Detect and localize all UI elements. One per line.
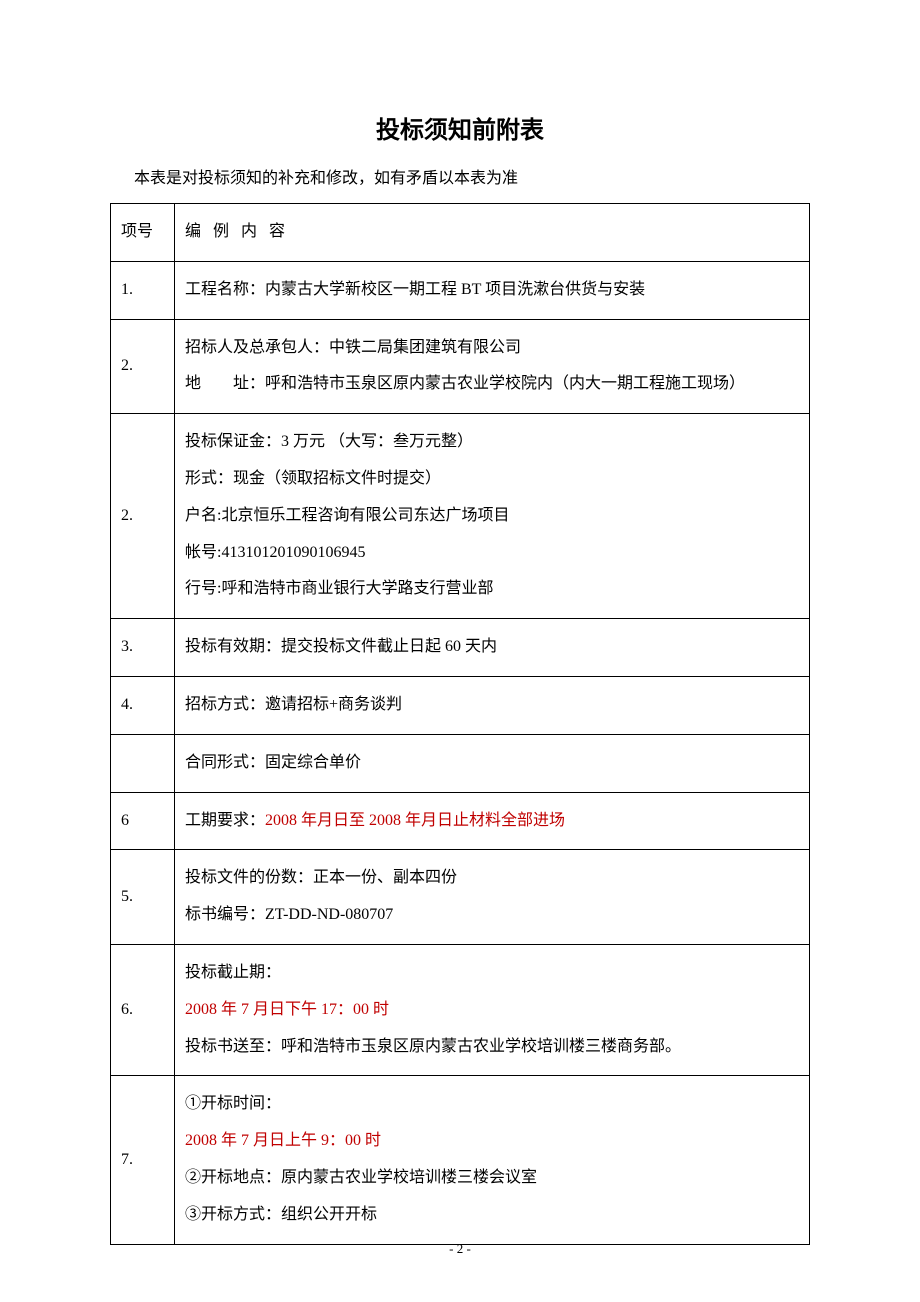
table-row: 2. 招标人及总承包人：中铁二局集团建筑有限公司 地 址：呼和浩特市玉泉区原内蒙… — [111, 319, 810, 414]
row-no: 6. — [111, 944, 175, 1075]
row-line: 户名:北京恒乐工程咨询有限公司东达广场项目 — [185, 498, 799, 535]
row-line: ①开标时间：2008 年 7 月日上午 9：00 时 — [185, 1086, 799, 1160]
row-line: 投标保证金：3 万元 （大写：叁万元整） — [185, 424, 799, 461]
intro-text: 本表是对投标须知的补充和修改，如有矛盾以本表为准 — [110, 163, 810, 195]
header-col-content-text: 编 例 内 容 — [185, 223, 289, 240]
row-content: 工期要求：2008 年月日至 2008 年月日止材料全部进场 — [175, 792, 810, 850]
row-content: 投标文件的份数：正本一份、副本四份 标书编号：ZT-DD-ND-080707 — [175, 850, 810, 945]
row-line: 地 址：呼和浩特市玉泉区原内蒙古农业学校院内（内大一期工程施工现场） — [185, 366, 799, 403]
table-header-row: 项号 编 例 内 容 — [111, 204, 810, 262]
row-line: 行号:呼和浩特市商业银行大学路支行营业部 — [185, 571, 799, 608]
row-line: 投标截止期：2008 年 7 月日下午 17：00 时 — [185, 955, 799, 1029]
table-row: 5. 投标文件的份数：正本一份、副本四份 标书编号：ZT-DD-ND-08070… — [111, 850, 810, 945]
page-number: - 2 - — [0, 1241, 920, 1257]
row-no: 2. — [111, 319, 175, 414]
table-row: 2. 投标保证金：3 万元 （大写：叁万元整） 形式：现金（领取招标文件时提交）… — [111, 414, 810, 619]
row-line: ③开标方式：组织公开开标 — [185, 1197, 799, 1234]
row-no: 5. — [111, 850, 175, 945]
row-line: 形式：现金（领取招标文件时提交） — [185, 461, 799, 498]
table-row: 6. 投标截止期：2008 年 7 月日下午 17：00 时 投标书送至：呼和浩… — [111, 944, 810, 1075]
row-content: 投标有效期：提交投标文件截止日起 60 天内 — [175, 619, 810, 677]
table-row: 6 工期要求：2008 年月日至 2008 年月日止材料全部进场 — [111, 792, 810, 850]
row-content: 工程名称：内蒙古大学新校区一期工程 BT 项目洗漱台供货与安装 — [175, 261, 810, 319]
row-prefix: 工期要求： — [185, 812, 265, 829]
header-col-no: 项号 — [111, 204, 175, 262]
row-red-text: 2008 年 7 月日上午 9：00 时 — [185, 1123, 799, 1160]
table-row: 7. ①开标时间：2008 年 7 月日上午 9：00 时 ②开标地点：原内蒙古… — [111, 1076, 810, 1244]
document-page: 投标须知前附表 本表是对投标须知的补充和修改，如有矛盾以本表为准 项号 编 例 … — [0, 0, 920, 1302]
row-content: ①开标时间：2008 年 7 月日上午 9：00 时 ②开标地点：原内蒙古农业学… — [175, 1076, 810, 1244]
row-no: 4. — [111, 676, 175, 734]
table-row: 4. 招标方式：邀请招标+商务谈判 — [111, 676, 810, 734]
table-row: 3. 投标有效期：提交投标文件截止日起 60 天内 — [111, 619, 810, 677]
row-no — [111, 734, 175, 792]
row-red-text: 2008 年月日至 2008 年月日止材料全部进场 — [265, 812, 565, 829]
table-row: 1. 工程名称：内蒙古大学新校区一期工程 BT 项目洗漱台供货与安装 — [111, 261, 810, 319]
page-title: 投标须知前附表 — [110, 110, 810, 145]
row-no: 6 — [111, 792, 175, 850]
bid-info-table: 项号 编 例 内 容 1. 工程名称：内蒙古大学新校区一期工程 BT 项目洗漱台… — [110, 203, 810, 1245]
row-line: 标书编号：ZT-DD-ND-080707 — [185, 897, 799, 934]
row-line: ②开标地点：原内蒙古农业学校培训楼三楼会议室 — [185, 1160, 799, 1197]
row-red-text: 2008 年 7 月日下午 17：00 时 — [185, 992, 799, 1029]
row-content: 招标方式：邀请招标+商务谈判 — [175, 676, 810, 734]
row-content: 合同形式：固定综合单价 — [175, 734, 810, 792]
row-no: 2. — [111, 414, 175, 619]
row-content: 投标保证金：3 万元 （大写：叁万元整） 形式：现金（领取招标文件时提交） 户名… — [175, 414, 810, 619]
row-line: 投标文件的份数：正本一份、副本四份 — [185, 860, 799, 897]
row-prefix: 投标截止期： — [185, 955, 799, 992]
row-no: 1. — [111, 261, 175, 319]
row-content: 招标人及总承包人：中铁二局集团建筑有限公司 地 址：呼和浩特市玉泉区原内蒙古农业… — [175, 319, 810, 414]
row-no: 7. — [111, 1076, 175, 1244]
row-line: 招标人及总承包人：中铁二局集团建筑有限公司 — [185, 330, 799, 367]
row-line: 投标书送至：呼和浩特市玉泉区原内蒙古农业学校培训楼三楼商务部。 — [185, 1029, 799, 1066]
row-no: 3. — [111, 619, 175, 677]
header-col-content: 编 例 内 容 — [175, 204, 810, 262]
row-line: 帐号:413101201090106945 — [185, 535, 799, 572]
row-prefix: ①开标时间： — [185, 1086, 799, 1123]
row-content: 投标截止期：2008 年 7 月日下午 17：00 时 投标书送至：呼和浩特市玉… — [175, 944, 810, 1075]
table-row: 合同形式：固定综合单价 — [111, 734, 810, 792]
